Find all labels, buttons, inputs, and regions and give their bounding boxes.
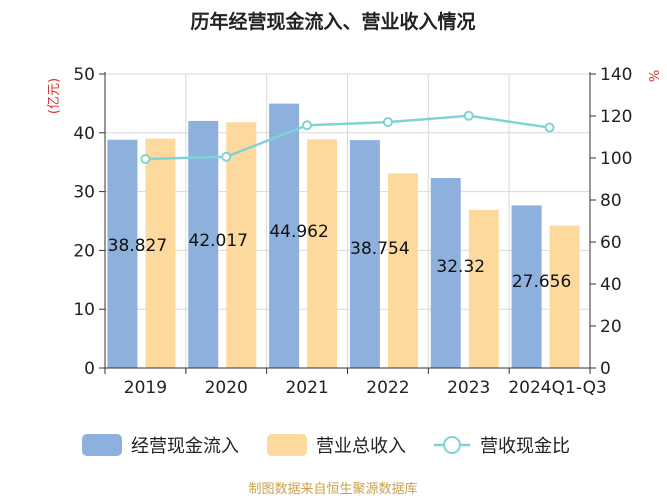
y-left-tick-label: 20 xyxy=(73,241,95,261)
bar-operating-cash-inflow xyxy=(430,177,461,368)
legend-label-bar2: 营业总收入 xyxy=(316,436,406,457)
bar-total-revenue xyxy=(145,138,176,368)
y-left-axis-label: (亿元) xyxy=(47,78,62,114)
bar-operating-cash-inflow xyxy=(107,139,138,368)
chart-title: 历年经营现金流入、营业收入情况 xyxy=(190,10,475,33)
y-right-tick-label: 0 xyxy=(600,359,611,379)
y-left-tick-label: 30 xyxy=(73,183,95,203)
y-right-tick-label: 100 xyxy=(600,149,632,169)
legend-swatch-marker xyxy=(443,436,461,454)
bar-total-revenue xyxy=(307,139,338,368)
bar-operating-cash-inflow xyxy=(511,205,542,368)
legend-label-line: 营收现金比 xyxy=(480,436,570,457)
x-tick-label: 2023 xyxy=(447,378,490,398)
source-note: 制图数据来自恒生聚源数据库 xyxy=(248,481,417,497)
legend-swatch-bar1 xyxy=(82,434,122,456)
legend-swatch-bar2 xyxy=(267,434,307,456)
y-right-tick-label: 40 xyxy=(600,275,622,295)
bar-total-revenue xyxy=(468,209,499,368)
y-left-tick-label: 40 xyxy=(73,124,95,144)
data-label: 32.32 xyxy=(436,257,485,277)
ratio-point xyxy=(221,151,232,162)
y-right-tick-label: 80 xyxy=(600,191,622,211)
x-tick-label: 2024Q1-Q3 xyxy=(508,378,606,398)
bar-operating-cash-inflow xyxy=(269,103,300,368)
data-label: 38.827 xyxy=(108,236,167,256)
bar-total-revenue xyxy=(226,122,257,368)
data-label: 27.656 xyxy=(512,272,571,292)
y-right-tick-label: 140 xyxy=(600,65,632,85)
ratio-point xyxy=(463,110,474,121)
bar-operating-cash-inflow xyxy=(188,120,219,369)
bar-total-revenue xyxy=(387,173,418,368)
y-left-tick-label: 0 xyxy=(84,359,95,379)
bar-total-revenue xyxy=(549,225,580,368)
ratio-point xyxy=(302,120,313,131)
y-right-axis-label: % xyxy=(648,70,663,82)
data-label: 38.754 xyxy=(350,239,409,259)
y-right-tick-label: 120 xyxy=(600,107,632,127)
data-label: 44.962 xyxy=(269,222,328,242)
ratio-point xyxy=(140,154,151,165)
ratio-line xyxy=(145,114,550,161)
ratio-point xyxy=(544,122,555,133)
x-tick-label: 2022 xyxy=(366,378,409,398)
y-left-tick-label: 50 xyxy=(73,65,95,85)
data-label: 42.017 xyxy=(189,231,248,251)
x-tick-label: 2020 xyxy=(205,378,248,398)
x-tick-label: 2021 xyxy=(285,378,328,398)
x-tick-label: 2019 xyxy=(124,378,167,398)
legend-label-bar1: 经营现金流入 xyxy=(131,436,239,457)
bar-operating-cash-inflow xyxy=(349,140,380,368)
y-right-tick-label: 60 xyxy=(600,233,622,253)
y-left-tick-label: 10 xyxy=(73,300,95,320)
y-right-tick-label: 20 xyxy=(600,317,622,337)
ratio-point xyxy=(382,117,393,128)
